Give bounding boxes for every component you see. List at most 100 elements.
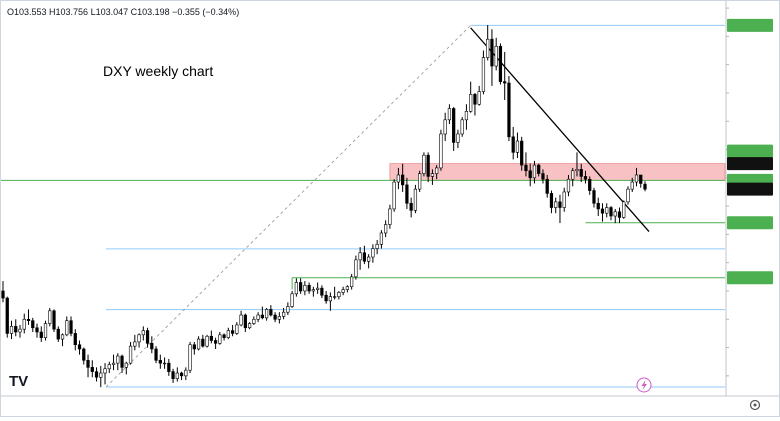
- candle-body: [435, 167, 439, 174]
- candle: [226, 327, 230, 340]
- candle-body: [460, 119, 464, 135]
- candle: [392, 179, 396, 212]
- candle: [447, 104, 452, 125]
- candle: [303, 281, 307, 296]
- candle-body: [201, 338, 205, 347]
- candle: [358, 247, 362, 270]
- candle: [137, 333, 141, 348]
- candle-body: [303, 285, 307, 292]
- candle: [247, 322, 252, 330]
- candle: [333, 286, 337, 300]
- candle-body: [205, 335, 209, 347]
- candle: [9, 320, 14, 340]
- candle: [52, 309, 56, 333]
- candle-body: [507, 82, 511, 138]
- candle-body: [175, 372, 179, 379]
- candle: [452, 107, 456, 151]
- candle-body: [162, 362, 167, 365]
- candle: [324, 290, 328, 304]
- candle-body: [141, 330, 145, 336]
- candle: [116, 353, 120, 371]
- candle: [503, 51, 507, 101]
- candle: [626, 186, 630, 205]
- candle: [464, 104, 469, 130]
- candle: [99, 365, 103, 388]
- candle-body: [94, 371, 99, 378]
- candle-body: [150, 343, 154, 350]
- candle: [469, 81, 473, 113]
- candle: [311, 286, 315, 297]
- candle-body: [294, 282, 298, 295]
- candle: [167, 358, 171, 376]
- candle-body: [371, 248, 375, 258]
- candle-body: [477, 91, 481, 105]
- candle: [133, 334, 137, 351]
- candle-body: [239, 314, 243, 326]
- candle-body: [111, 362, 116, 365]
- candle-body: [90, 367, 94, 372]
- candle: [545, 174, 549, 198]
- candle-body: [337, 292, 341, 297]
- tradingview-logo[interactable]: TV: [9, 373, 28, 390]
- candle-body: [486, 38, 490, 58]
- candle-body: [328, 296, 332, 302]
- price-tag: [727, 271, 773, 285]
- candle: [613, 208, 617, 224]
- candle-body: [188, 344, 192, 371]
- candle: [218, 332, 222, 345]
- candle: [111, 354, 116, 371]
- candle: [150, 336, 154, 354]
- price-axis[interactable]: [725, 1, 779, 416]
- lightning-icon[interactable]: [636, 377, 652, 393]
- candle-body: [333, 296, 337, 298]
- candle: [179, 371, 184, 381]
- candle: [401, 163, 405, 192]
- candle-body: [358, 252, 362, 261]
- candle: [634, 167, 639, 187]
- tv-logo-text: TV: [9, 373, 28, 390]
- candle: [188, 341, 192, 374]
- candle-body: [43, 323, 48, 338]
- candle: [56, 326, 60, 342]
- candle-body: [341, 289, 345, 293]
- candle-body: [622, 201, 626, 218]
- candle-body: [413, 188, 418, 211]
- candle: [201, 334, 205, 348]
- candle: [273, 312, 277, 323]
- candle: [528, 163, 532, 187]
- candle-body: [226, 330, 230, 338]
- candle-body: [443, 119, 447, 135]
- candle: [549, 190, 554, 214]
- candle: [396, 167, 401, 190]
- candles: [1, 25, 647, 388]
- candle-body: [503, 81, 507, 84]
- candle: [541, 169, 545, 184]
- candle: [328, 292, 332, 311]
- candle: [571, 167, 575, 187]
- candle-body: [430, 173, 435, 177]
- candle: [256, 312, 260, 323]
- candle: [532, 160, 537, 184]
- price-tag-bg: [727, 18, 773, 32]
- candle: [558, 194, 562, 224]
- candle-body: [222, 334, 226, 338]
- candle-body: [18, 328, 22, 333]
- settings-gear-icon[interactable]: [749, 399, 761, 411]
- candle: [120, 354, 124, 374]
- candle-body: [558, 201, 562, 208]
- candle: [515, 132, 520, 159]
- candle: [222, 333, 226, 341]
- candle: [609, 206, 613, 221]
- candle: [639, 174, 643, 188]
- candle: [409, 197, 413, 218]
- candle: [239, 310, 243, 327]
- candle: [605, 203, 609, 218]
- candle-body: [422, 154, 426, 174]
- candle-body: [367, 256, 371, 262]
- candle-body: [613, 211, 617, 217]
- candle-body: [35, 327, 39, 333]
- candle-body: [354, 259, 358, 278]
- candle: [490, 29, 494, 86]
- candle: [94, 367, 99, 382]
